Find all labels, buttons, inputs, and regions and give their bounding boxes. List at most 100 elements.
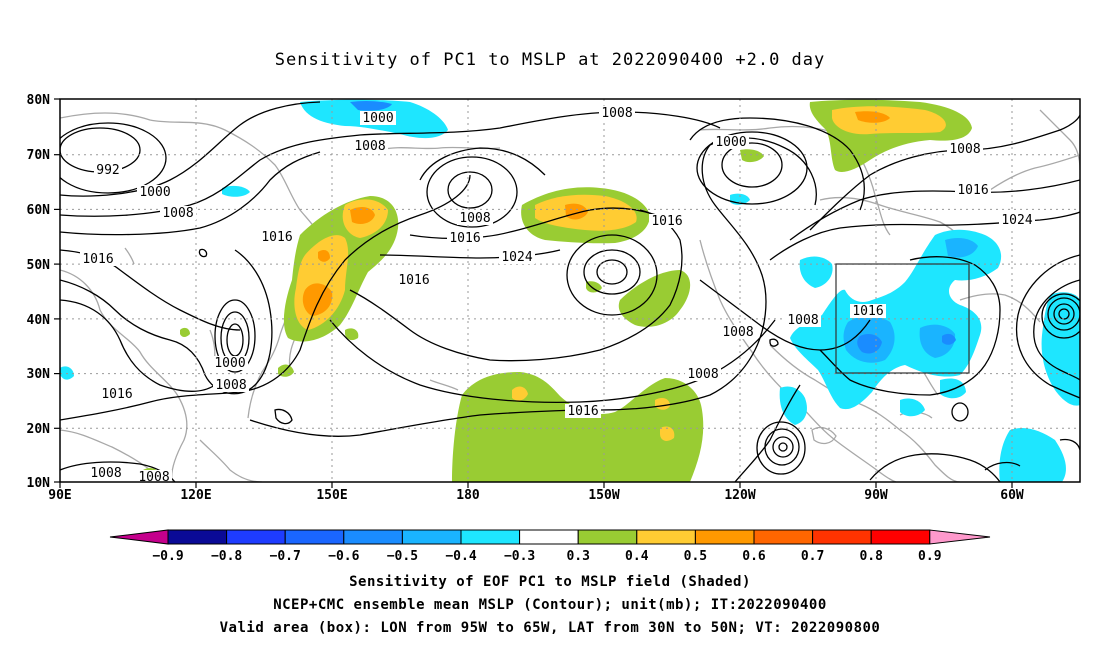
longitude-labels: 90E 120E 150E 180 150W 120W 90W 60W: [48, 488, 1024, 503]
colorbar-label: 0.8: [859, 549, 883, 564]
colorbar-cell: [753, 529, 814, 545]
latitude-labels: 80N 70N 60N 50N 40N 30N 20N 10N: [27, 93, 51, 491]
caption-line-2: NCEP+CMC ensemble mean MSLP (Contour); u…: [273, 597, 827, 613]
colorbar-cell: [401, 529, 462, 545]
contour-label: 1016: [449, 231, 480, 246]
colorbar-label: −0.3: [504, 549, 535, 564]
contour-label: 1008: [162, 206, 193, 221]
colorbar-cell: [226, 529, 286, 545]
lon-label: 120E: [180, 488, 211, 503]
lat-label: 70N: [27, 148, 51, 163]
contour-label: 1008: [949, 142, 980, 157]
contour-label-bg: [565, 404, 601, 418]
colorbar: −0.9 −0.8 −0.7 −0.6 −0.5 −0.4 −0.3 0.3 0.4 0.5 0.6…: [109, 529, 991, 564]
lon-label: 60W: [1000, 488, 1024, 503]
contour-label-bg: [212, 356, 248, 370]
colorbar-label: 0.3: [566, 549, 589, 564]
contour-label: 1008: [215, 378, 246, 393]
contour-label-bg: [99, 387, 135, 401]
colorbar-cell: [519, 529, 579, 545]
colorbar-cell: [636, 529, 696, 545]
lat-label: 80N: [27, 93, 51, 108]
contour-label: 1000: [715, 135, 746, 150]
contour-label-bg: [713, 135, 749, 149]
contour-label: 1000: [362, 111, 393, 126]
contour-label-bg: [447, 231, 483, 245]
contour-label-bg: [685, 367, 721, 381]
contour-label: 1016: [82, 252, 113, 267]
contour-label: 1016: [852, 304, 883, 319]
contour-labels: 1000 1008 1008 992 1000 1008 1016 1016 1008 1016 1…: [80, 106, 1035, 485]
valid-area-box: [835, 263, 970, 374]
colorbar-label: −0.6: [328, 549, 359, 564]
contour-label-bg: [499, 250, 535, 264]
contour-label: 992: [96, 163, 119, 178]
contour-label-bg: [649, 214, 685, 228]
contour-label-bg: [259, 230, 295, 244]
contour-label-bg: [947, 142, 983, 156]
contour-label: 1000: [214, 356, 245, 371]
caption-line-1: Sensitivity of EOF PC1 to MSLP field (Sh…: [349, 574, 751, 590]
lat-label: 50N: [27, 258, 51, 273]
lon-label: 150W: [588, 488, 619, 503]
contour-label: 1016: [398, 273, 429, 288]
contour-label: 1016: [261, 230, 292, 245]
lat-label: 40N: [27, 313, 51, 328]
colorbar-cell: [577, 529, 638, 545]
colorbar-cell: [284, 529, 345, 545]
contour-label-bg: [137, 185, 173, 199]
colorbar-label: 0.5: [684, 549, 707, 564]
contour-label-bg: [352, 139, 388, 153]
colorbar-label: 0.7: [801, 549, 824, 564]
colorbar-end-left: [109, 529, 169, 545]
contour-label: 1008: [138, 470, 169, 485]
colorbar-cell: [167, 529, 228, 545]
colorbar-cell: [812, 529, 872, 545]
contour-label: 1008: [354, 139, 385, 154]
mslp-contours: [60, 101, 1080, 482]
contour-label-bg: [955, 183, 991, 197]
contour-label: 1024: [1001, 213, 1032, 228]
colorbar-label: 0.4: [625, 549, 649, 564]
contour-label: 1008: [687, 367, 718, 382]
lon-label: 180: [456, 488, 480, 503]
colorbar-end-right: [929, 529, 991, 545]
contour-label-bg: [999, 213, 1035, 227]
contour-label-bg: [94, 163, 122, 177]
lat-label: 30N: [27, 367, 51, 382]
contour-label-bg: [396, 273, 432, 287]
axis-ticks: [54, 98, 1013, 488]
grid-lines: [60, 99, 1080, 482]
lon-label: 120W: [724, 488, 755, 503]
lon-label: 150E: [316, 488, 347, 503]
contour-label-bg: [80, 252, 116, 266]
map-frame: [59, 98, 1081, 483]
contour-label: 1008: [601, 106, 632, 121]
colorbar-label: −0.5: [387, 549, 418, 564]
colorbar-label: 0.9: [918, 549, 941, 564]
colorbar-cell: [694, 529, 755, 545]
contour-label: 1008: [90, 466, 121, 481]
contour-label: 1016: [957, 183, 988, 198]
lon-label: 90E: [48, 488, 71, 503]
contour-label-bg: [360, 111, 396, 125]
contour-label: 1008: [722, 325, 753, 340]
contour-label: 1008: [787, 313, 818, 328]
contour-label-bg: [213, 378, 249, 392]
colorbar-label: −0.9: [152, 549, 183, 564]
lon-label: 90W: [864, 488, 888, 503]
colorbar-label: −0.4: [445, 549, 476, 564]
colorbar-label: −0.8: [211, 549, 242, 564]
contour-label-bg: [599, 106, 635, 120]
contour-label-bg: [720, 325, 756, 339]
colorbar-label: −0.7: [270, 549, 301, 564]
contour-label-bg: [785, 313, 821, 327]
lat-label: 20N: [27, 422, 51, 437]
contour-label: 1016: [567, 404, 598, 419]
contour-label: 1016: [101, 387, 132, 402]
lat-label: 10N: [27, 476, 51, 491]
contour-label: 1016: [651, 214, 682, 229]
contour-label-bg: [88, 466, 124, 480]
colorbar-label: 0.6: [742, 549, 766, 564]
